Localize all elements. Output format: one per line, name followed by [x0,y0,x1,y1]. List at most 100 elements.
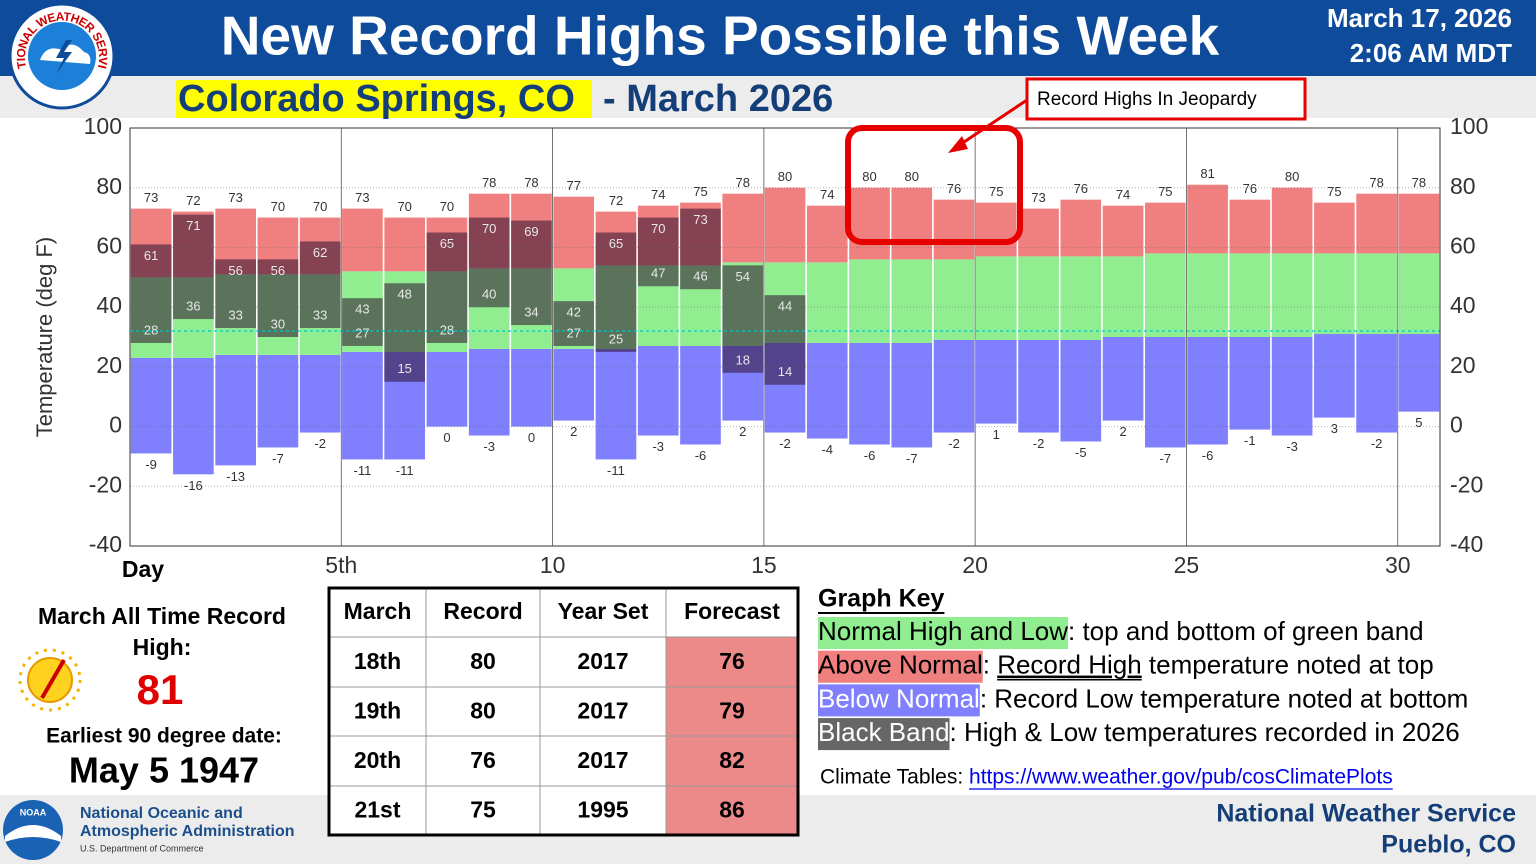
record-low-label: 0 [443,430,450,445]
record-low-label: -2 [948,436,960,451]
below-normal-bar [1187,337,1228,445]
record-high-label: 78 [482,175,496,190]
record-panel: March All Time Record High: 81 Earliest 90 … [18,603,286,791]
normal-bar [1356,253,1397,335]
title: New Record Highs Possible this Week [221,5,1220,67]
climate-link[interactable]: https://www.weather.gov/pub/cosClimatePl… [969,766,1393,790]
table-cell: 80 [470,648,496,674]
observed-high-label: 70 [482,221,496,236]
y2-tick-label: 100 [1450,113,1488,139]
observed-high-label: 61 [144,248,158,263]
record-high-label: 70 [440,199,454,214]
normal-bar [1187,253,1228,337]
table-cell: 19th [354,698,401,724]
table-cell: 86 [719,797,745,823]
annotation-arrowhead [948,136,968,153]
record-high-label: 76 [1243,181,1257,196]
y-tick-label: 80 [96,173,122,199]
x-axis-label: Day [122,556,164,582]
noaa-name: Atmospheric Administration [80,823,295,840]
table-cell: 80 [470,698,496,724]
record-low-label: -7 [272,451,284,466]
x-tick-label: 15 [751,552,777,578]
data-table: March Record Year Set Forecast 18th 80 2017 76 1… [327,586,800,837]
below-normal-bar [1271,337,1313,436]
y2-tick-label: -20 [1450,471,1483,497]
key-text: temperature noted at top [1142,650,1434,680]
below-normal-bar [468,348,510,436]
key-term: Below Normal [818,683,980,713]
observed-low-label: 18 [736,352,750,367]
observed-high-label: 44 [778,299,792,314]
key-term: Above Normal [818,650,983,680]
noaa-name: National Oceanic and [80,805,243,822]
record-high-label: 73 [355,190,369,205]
key-term: Normal High and Low [818,616,1068,646]
above-normal-bar [1356,193,1397,254]
record-high-label: 75 [989,184,1003,199]
observed-bar [426,232,468,343]
key-text: : [983,650,997,680]
y2-tick-label: 80 [1450,173,1476,199]
record-high-label: 74 [820,187,834,202]
observed-bar [257,259,299,337]
period: - March 2026 [603,78,833,120]
below-normal-bar [891,342,933,448]
above-normal-bar [806,205,848,263]
x-tick-label: 20 [962,552,988,578]
thermometer [40,658,66,700]
y-tick-label: 60 [96,233,122,259]
logo-bolt [56,40,72,74]
above-normal-bar [553,196,595,269]
record-high-label: 70 [313,199,327,214]
x-tick-label: 25 [1174,552,1200,578]
record-high-label: 73 [228,190,242,205]
record-value: 81 [137,666,184,713]
below-normal-bar [1102,337,1144,421]
record-high-label: 76 [947,181,961,196]
office-location: Pueblo, CO [1381,831,1516,859]
earliest-label: Earliest 90 degree date: [46,725,282,748]
record-low-label: -2 [1033,436,1045,451]
below-normal-bar [806,342,848,439]
observed-bar [173,214,214,320]
below-normal-bar [975,339,1017,424]
above-normal-bar [1102,205,1144,257]
above-normal-bar [975,202,1017,257]
forecast-cell [666,687,798,736]
link-text[interactable]: https://www.weather.gov/pub/cosClimatePl… [969,766,1393,789]
record-heading: March All Time Record [38,603,286,629]
above-normal-bar [1398,193,1440,254]
record-low-label: -11 [396,463,414,478]
observed-bar [342,298,383,346]
key-term: Black Band [818,717,950,747]
observed-high-label: 43 [355,302,369,317]
record-high-label: 74 [651,187,665,202]
y2-tick-label: 0 [1450,412,1463,438]
y-tick-label: 0 [109,412,122,438]
plot-frame [129,127,1441,547]
record-low-label: -7 [906,451,918,466]
normal-bar [849,259,890,343]
record-high-label: 80 [1285,169,1299,184]
record-low-label: -13 [226,469,245,484]
record-low-label: -3 [652,439,664,454]
time: 2:06 AM MDT [1350,38,1512,68]
table-header: Record [443,598,522,624]
table-header: March [344,598,412,624]
above-normal-bar [933,199,975,260]
observed-bar [722,265,764,373]
record-low-label: -9 [145,457,157,472]
record-high-label: 80 [905,169,919,184]
observed-low-label: 28 [440,322,454,337]
table-cell: 2017 [577,648,628,674]
annotation: Record Highs In Jeopardy [1037,89,1257,110]
record-low-label: 2 [570,424,577,439]
observed-low-label: 33 [313,307,327,322]
below-normal-bar [849,342,890,445]
below-normal-bar [553,348,595,421]
above-normal-bar [849,187,890,260]
table-cell: 2017 [577,747,628,773]
y-tick-label: -40 [89,531,122,557]
record-low-label: -4 [821,442,833,457]
